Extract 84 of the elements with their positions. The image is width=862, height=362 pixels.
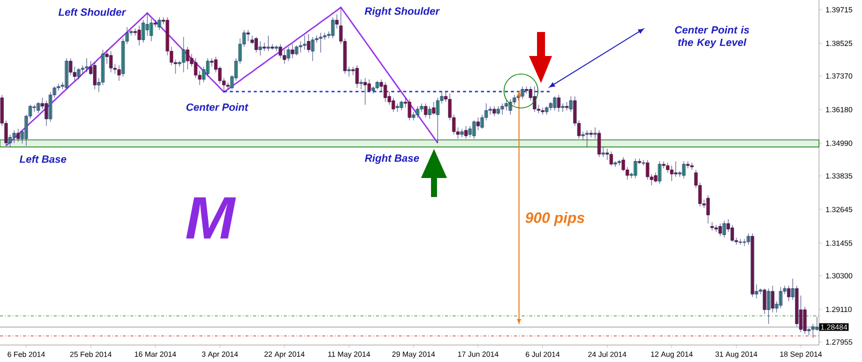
candlestick <box>254 36 258 53</box>
candlestick <box>85 58 88 73</box>
candlestick <box>384 82 388 102</box>
candlestick <box>270 44 274 50</box>
candlestick <box>323 32 326 40</box>
annotation: Right Base <box>364 154 420 164</box>
candlestick <box>302 35 306 50</box>
candlestick <box>310 36 314 62</box>
candlestick <box>714 224 718 232</box>
candlestick <box>706 195 710 224</box>
candlestick <box>331 17 335 39</box>
candlestick <box>80 65 84 74</box>
candlestick <box>738 238 742 245</box>
candlestick <box>32 104 36 112</box>
annotation: 900 pips <box>525 212 584 226</box>
candlestick <box>787 285 790 302</box>
candlestick <box>634 158 638 179</box>
candlestick <box>496 106 500 115</box>
candlestick <box>150 18 154 42</box>
candlestick <box>565 102 569 111</box>
candlestick <box>492 106 496 116</box>
candlestick <box>319 32 322 53</box>
candlestick <box>408 98 412 121</box>
annotation: Left Base <box>20 155 66 163</box>
candlestick <box>610 151 613 166</box>
candlestick <box>274 45 278 52</box>
candlestick <box>371 86 375 94</box>
candlestick <box>137 25 141 46</box>
candlestick <box>762 288 766 314</box>
candlestick <box>396 103 400 112</box>
candlestick <box>424 103 428 118</box>
candlestick <box>294 45 298 56</box>
candlestick <box>690 162 694 170</box>
candlestick <box>480 114 484 130</box>
candlestick <box>488 106 492 115</box>
candlestick <box>290 44 294 58</box>
candlestick <box>363 78 367 106</box>
candlestick <box>557 94 560 112</box>
candlestick <box>266 35 270 52</box>
candlestick <box>392 98 396 112</box>
candlestick <box>158 17 162 30</box>
candlestick <box>258 41 262 56</box>
candlestick <box>93 62 97 90</box>
annotation: Left Shoulder <box>58 8 126 16</box>
candlestick <box>778 286 782 308</box>
candlestick <box>766 288 770 324</box>
candlestick <box>674 161 678 178</box>
candlestick <box>282 50 286 64</box>
candlestick <box>666 162 670 173</box>
annotation: Center Point is the Key Level <box>675 26 750 48</box>
candlestick <box>549 102 552 111</box>
candlestick <box>540 107 544 115</box>
candlestick <box>36 102 40 114</box>
candlestick <box>298 41 302 53</box>
annotation: M <box>186 197 236 239</box>
candlestick <box>400 100 404 111</box>
candlestick <box>670 165 674 182</box>
candlestick <box>246 30 250 42</box>
candlestick <box>742 238 746 246</box>
candlestick <box>76 68 80 80</box>
candlestick <box>500 103 504 115</box>
candlestick <box>730 224 734 242</box>
candlestick <box>182 36 186 73</box>
candlestick <box>722 220 726 238</box>
candlestick <box>428 106 432 120</box>
candlestick <box>109 50 113 73</box>
candlestick <box>416 106 420 118</box>
candlestick <box>194 58 198 78</box>
candlestick <box>262 42 266 52</box>
candlestick <box>682 161 686 179</box>
candlestick <box>460 128 464 138</box>
candlestick <box>286 46 290 62</box>
annotation: Right Shoulder <box>364 7 440 17</box>
candlestick <box>605 148 609 160</box>
candlestick <box>553 96 556 111</box>
candlestick <box>133 28 137 36</box>
candlestick <box>146 12 149 36</box>
candlestick <box>504 100 508 111</box>
candlestick <box>710 222 714 231</box>
candlestick <box>618 160 622 166</box>
candlestick <box>306 34 310 53</box>
annotation: Center Point <box>186 103 248 111</box>
candlestick <box>206 58 210 77</box>
candlestick <box>585 130 589 148</box>
